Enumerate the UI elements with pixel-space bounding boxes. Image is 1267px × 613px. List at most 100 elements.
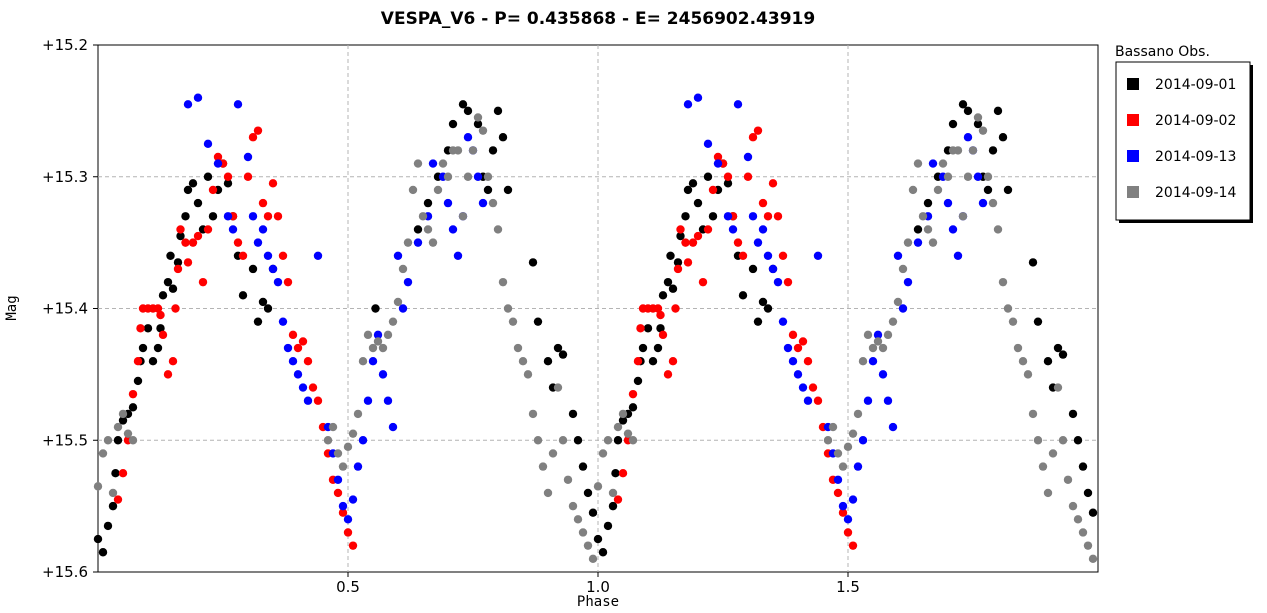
data-point (983, 172, 993, 181)
data-point (998, 133, 1008, 142)
data-point (1068, 409, 1078, 419)
data-point (166, 251, 175, 260)
data-point (478, 126, 488, 135)
data-point (588, 508, 598, 517)
data-point (683, 100, 693, 109)
data-point (248, 264, 258, 274)
y-tick-label: +15.4 (42, 300, 88, 318)
data-point (1088, 554, 1098, 564)
data-point (788, 357, 798, 366)
data-point (753, 238, 763, 247)
data-point (243, 172, 253, 181)
data-point (613, 495, 623, 504)
y-tick-label: +15.6 (42, 563, 88, 581)
series-2014-09-02 (113, 126, 858, 550)
data-point (623, 429, 633, 438)
data-point (493, 106, 503, 116)
data-point (613, 436, 623, 445)
data-point (353, 462, 363, 471)
data-point (733, 100, 743, 109)
data-point (393, 251, 403, 260)
data-point (253, 238, 263, 247)
data-point (143, 324, 153, 333)
data-point (1033, 317, 1043, 326)
data-point (156, 324, 165, 333)
data-point (743, 172, 753, 181)
data-point (223, 179, 233, 188)
data-point (388, 422, 398, 432)
data-point (443, 172, 453, 181)
data-point (638, 343, 648, 353)
data-point (983, 185, 993, 195)
data-point (993, 225, 1003, 234)
data-point (658, 330, 668, 340)
data-point (628, 389, 638, 399)
data-point (483, 172, 493, 181)
data-point (173, 258, 183, 267)
data-point (263, 251, 273, 260)
data-point (753, 126, 763, 135)
data-point (978, 126, 988, 135)
series-2014-09-01 (93, 100, 1098, 557)
data-point (618, 468, 628, 478)
data-point (888, 317, 898, 326)
data-point (656, 310, 665, 320)
data-point (858, 357, 868, 366)
data-point (973, 113, 983, 122)
data-point (948, 119, 958, 129)
data-point (138, 343, 148, 353)
data-point (713, 159, 723, 168)
data-point (358, 357, 368, 366)
data-point (176, 231, 185, 241)
data-point (943, 198, 953, 208)
x-tick-label: 0.5 (336, 578, 360, 596)
data-point (108, 488, 118, 498)
data-point (348, 541, 358, 550)
data-point (676, 231, 685, 241)
data-point (748, 264, 758, 274)
data-point (1008, 317, 1018, 326)
data-point (553, 383, 563, 392)
data-point (343, 528, 353, 537)
data-point (558, 436, 568, 445)
data-point (613, 422, 623, 432)
data-point (498, 277, 508, 287)
data-point (1083, 541, 1093, 550)
data-point (413, 225, 423, 234)
data-point (113, 422, 123, 432)
legend-swatch (1127, 114, 1139, 126)
legend-swatch (1127, 186, 1139, 198)
data-point (203, 172, 213, 181)
data-point (778, 317, 788, 326)
data-point (388, 317, 398, 326)
data-point (273, 212, 283, 221)
data-point (1053, 383, 1063, 392)
data-point (323, 436, 333, 445)
data-point (333, 488, 343, 498)
data-point (681, 238, 690, 247)
data-point (838, 501, 848, 511)
data-point (258, 225, 268, 234)
data-point (658, 291, 668, 300)
data-point (676, 225, 685, 234)
data-point (748, 133, 758, 142)
data-point (908, 185, 918, 195)
data-point (913, 238, 923, 247)
data-point (348, 429, 358, 438)
data-point (943, 172, 953, 181)
data-point (1063, 475, 1073, 484)
y-tick-label: +15.3 (42, 168, 88, 186)
data-point (268, 264, 278, 274)
data-point (703, 139, 713, 149)
data-point (683, 258, 693, 267)
data-point (183, 100, 193, 109)
data-point (413, 159, 423, 168)
data-point (963, 172, 973, 181)
data-point (888, 422, 898, 432)
data-point (398, 304, 408, 313)
data-point (258, 198, 268, 208)
data-point (118, 468, 128, 478)
data-point (193, 231, 203, 241)
data-point (133, 376, 143, 386)
data-point (203, 139, 213, 149)
